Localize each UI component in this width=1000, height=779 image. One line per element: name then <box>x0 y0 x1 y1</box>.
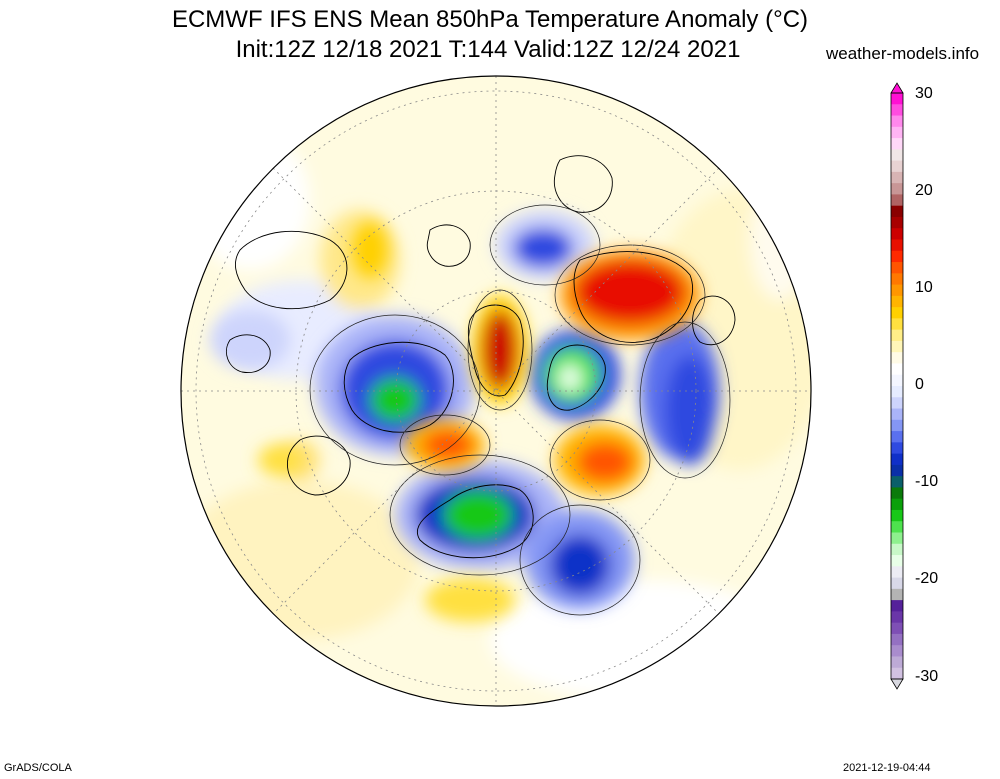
colorbar-cell <box>891 431 903 443</box>
colorbar-cell <box>891 340 903 353</box>
colorbar-tick-label: -30 <box>915 668 939 685</box>
colorbar-cell <box>891 250 903 263</box>
colorbar-tick-label: -10 <box>915 473 939 490</box>
colorbar-cell <box>891 194 903 207</box>
colorbar-cell <box>891 149 903 162</box>
colorbar-cell <box>891 171 903 184</box>
colorbar-cell <box>891 115 903 128</box>
colorbar-cell <box>891 667 903 680</box>
graticule <box>181 76 811 706</box>
colorbar-tick-label: -20 <box>915 570 939 587</box>
cold-anomalies <box>210 210 720 610</box>
colorbar-tick-label: 30 <box>915 85 933 102</box>
colorbar-cell <box>891 498 903 511</box>
colorbar-frame <box>890 92 904 680</box>
colorbar-cell <box>891 656 903 669</box>
colorbar-cell <box>891 205 903 218</box>
colorbar-cell <box>891 464 903 477</box>
map-subtitle: Init:12Z 12/18 2021 T:144 Valid:12Z 12/2… <box>235 36 741 63</box>
colorbar-cell <box>891 104 903 117</box>
colorbar-cell <box>891 318 903 331</box>
colorbar-cell <box>891 295 903 308</box>
colorbar-cell <box>891 160 903 173</box>
colorbar-cell <box>891 183 903 195</box>
globe-outline <box>180 75 812 707</box>
colorbar-cell <box>891 622 903 635</box>
colorbar-cell <box>891 216 903 229</box>
colorbar-top-arrow <box>890 82 904 94</box>
colorbar-cell <box>891 126 903 139</box>
colorbar-cell <box>891 273 903 286</box>
colorbar-tick-label: 20 <box>915 182 933 199</box>
colorbar-cell <box>891 138 903 150</box>
timestamp: 2021-12-19-04:44 <box>843 762 931 774</box>
colorbar-cell <box>891 566 903 579</box>
map-title: ECMWF IFS ENS Mean 850hPa Temperature An… <box>171 6 809 33</box>
colorbar-cell <box>891 476 903 488</box>
colorbar-cell <box>891 521 903 533</box>
colorbar-bottom-arrow <box>890 678 904 690</box>
colorbar-cell <box>891 611 903 624</box>
colorbar-cell <box>891 352 903 364</box>
colorbar-cell <box>891 442 903 455</box>
colorbar-cell <box>891 633 903 646</box>
colorbar-cell <box>891 419 903 432</box>
warm-anomalies <box>258 222 700 622</box>
colorbar-cell <box>891 453 903 466</box>
colorbar-cell <box>891 408 903 421</box>
colorbar-cell <box>891 262 903 274</box>
colorbar-cell <box>891 93 903 105</box>
colorbar-cell <box>891 509 903 522</box>
colorbar-cell <box>891 532 903 545</box>
colorbar-cell <box>891 307 903 319</box>
colorbar-tick-label: 0 <box>915 376 924 393</box>
colorbar-cell <box>891 239 903 252</box>
colorbar-cell <box>891 228 903 240</box>
site-credit: weather-models.info <box>826 44 980 63</box>
colorbar-cells <box>891 93 903 680</box>
colorbar-cell <box>891 329 903 342</box>
colorbar-cell <box>891 577 903 590</box>
colorbar-cell <box>891 386 903 398</box>
colorbar-cell <box>891 555 903 567</box>
colorbar-cell <box>891 284 903 297</box>
colorbar-cell <box>891 374 903 387</box>
contour-lines <box>309 204 731 616</box>
colorbar-cell <box>891 588 903 601</box>
software-credit: GrADS/COLA <box>4 762 72 774</box>
colorbar-cell <box>891 600 903 612</box>
colorbar-cell <box>891 487 903 500</box>
colorbar-cell <box>891 645 903 657</box>
colorbar-cell <box>891 543 903 556</box>
colorbar-cell <box>891 397 903 410</box>
colorbar-cell <box>891 363 903 376</box>
colorbar-tick-label: 10 <box>915 279 933 296</box>
